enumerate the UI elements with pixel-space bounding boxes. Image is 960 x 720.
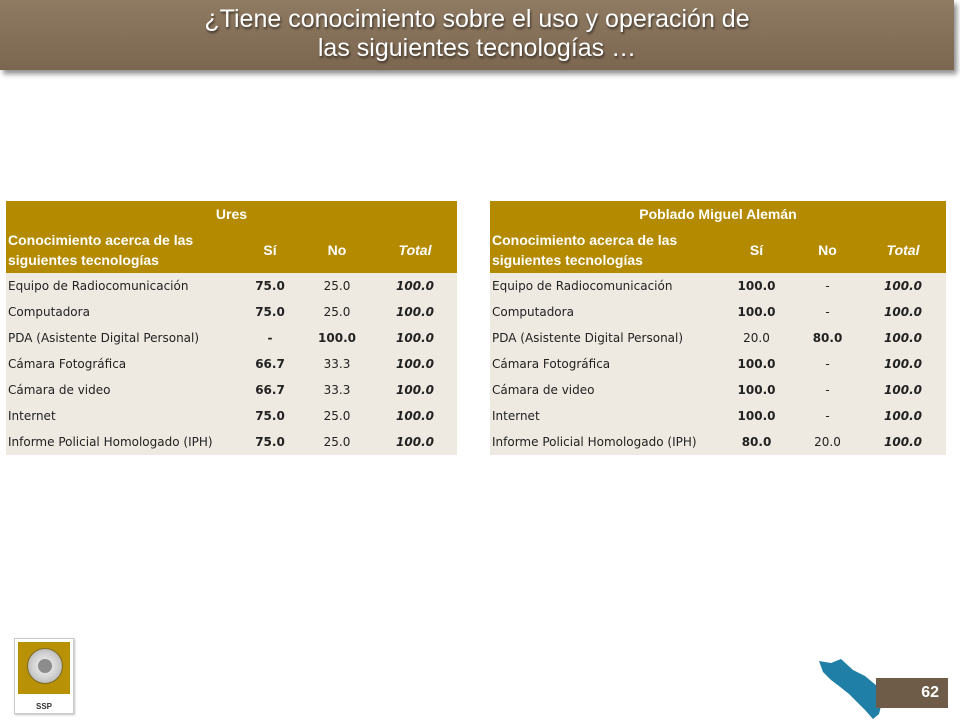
cell-total: 100.0: [860, 299, 946, 325]
table-row: Cámara de video 100.0 - 100.0: [490, 377, 946, 403]
table-row: Equipo de Radiocomunicación 75.0 25.0 10…: [6, 273, 457, 299]
cell-no: 20.0: [795, 429, 860, 455]
column-header-si: Sí: [239, 227, 301, 273]
cell-si: 100.0: [718, 377, 795, 403]
page-number-box: 62: [876, 678, 948, 708]
seal-icon: [27, 648, 63, 684]
cell-si: 80.0: [718, 429, 795, 455]
table-row: Cámara de video 66.7 33.3 100.0: [6, 377, 457, 403]
cell-si: 100.0: [718, 351, 795, 377]
table-row: Computadora 100.0 - 100.0: [490, 299, 946, 325]
table-row: Equipo de Radiocomunicación 100.0 - 100.…: [490, 273, 946, 299]
cell-no: -: [795, 299, 860, 325]
table-row: Internet 100.0 - 100.0: [490, 403, 946, 429]
table-row: PDA (Asistente Digital Personal) - 100.0…: [6, 325, 457, 351]
row-label: Internet: [490, 403, 718, 429]
cell-no: 25.0: [301, 273, 373, 299]
cell-total: 100.0: [860, 403, 946, 429]
row-label: Cámara Fotográfica: [490, 351, 718, 377]
table-group-title: Ures: [6, 201, 457, 227]
table-row: Informe Policial Homologado (IPH) 75.0 2…: [6, 429, 457, 455]
logo-gold-panel: [18, 642, 70, 694]
cell-si: 100.0: [718, 299, 795, 325]
logo-text: SSP: [35, 702, 52, 711]
row-label: PDA (Asistente Digital Personal): [6, 325, 239, 351]
row-label: Computadora: [6, 299, 239, 325]
cell-si: 20.0: [718, 325, 795, 351]
column-header-no: No: [301, 227, 373, 273]
page-number: 62: [921, 684, 939, 701]
column-header-si: Sí: [718, 227, 795, 273]
cell-total: 100.0: [860, 325, 946, 351]
row-label: Cámara de video: [490, 377, 718, 403]
cell-si: 75.0: [239, 299, 301, 325]
table-group-title: Poblado Miguel Alemán: [490, 201, 946, 227]
cell-no: 100.0: [301, 325, 373, 351]
cell-total: 100.0: [373, 325, 457, 351]
table-ures: Ures Conocimiento acerca de las siguient…: [6, 201, 457, 455]
row-label: Informe Policial Homologado (IPH): [6, 429, 239, 455]
cell-no: 33.3: [301, 351, 373, 377]
ssp-logo: SSP: [14, 638, 74, 714]
column-header-total: Total: [860, 227, 946, 273]
column-header-total: Total: [373, 227, 457, 273]
cell-no: 33.3: [301, 377, 373, 403]
column-header-concept: Conocimiento acerca de las siguientes te…: [6, 227, 239, 273]
cell-si: 75.0: [239, 403, 301, 429]
table-row: Cámara Fotográfica 66.7 33.3 100.0: [6, 351, 457, 377]
page-title-line-1: ¿Tiene conocimiento sobre el uso y opera…: [204, 5, 750, 33]
cell-no: 25.0: [301, 429, 373, 455]
row-label: Internet: [6, 403, 239, 429]
cell-si: 100.0: [718, 403, 795, 429]
table-row: Informe Policial Homologado (IPH) 80.0 2…: [490, 429, 946, 455]
cell-total: 100.0: [373, 299, 457, 325]
cell-no: -: [795, 377, 860, 403]
cell-si: 100.0: [718, 273, 795, 299]
column-header-no: No: [795, 227, 860, 273]
table-row: PDA (Asistente Digital Personal) 20.0 80…: [490, 325, 946, 351]
cell-no: 25.0: [301, 403, 373, 429]
table-row: Internet 75.0 25.0 100.0: [6, 403, 457, 429]
cell-no: -: [795, 351, 860, 377]
table-poblado-miguel-aleman: Poblado Miguel Alemán Conocimiento acerc…: [490, 201, 946, 455]
row-label: Cámara de video: [6, 377, 239, 403]
cell-total: 100.0: [373, 377, 457, 403]
cell-si: 75.0: [239, 429, 301, 455]
cell-total: 100.0: [860, 351, 946, 377]
row-label: Informe Policial Homologado (IPH): [490, 429, 718, 455]
seal-core: [38, 659, 52, 673]
cell-no: -: [795, 273, 860, 299]
cell-total: 100.0: [373, 351, 457, 377]
cell-si: -: [239, 325, 301, 351]
cell-si: 75.0: [239, 273, 301, 299]
cell-no: 25.0: [301, 299, 373, 325]
row-label: Computadora: [490, 299, 718, 325]
row-label: Equipo de Radiocomunicación: [6, 273, 239, 299]
row-label: PDA (Asistente Digital Personal): [490, 325, 718, 351]
cell-total: 100.0: [373, 429, 457, 455]
table-row: Computadora 75.0 25.0 100.0: [6, 299, 457, 325]
cell-total: 100.0: [860, 273, 946, 299]
page-title-line-2: las siguientes tecnologías …: [317, 34, 637, 62]
row-label: Cámara Fotográfica: [6, 351, 239, 377]
row-label: Equipo de Radiocomunicación: [490, 273, 718, 299]
column-header-concept: Conocimiento acerca de las siguientes te…: [490, 227, 718, 273]
table-row: Cámara Fotográfica 100.0 - 100.0: [490, 351, 946, 377]
state-map-icon: [819, 659, 883, 719]
cell-si: 66.7: [239, 351, 301, 377]
title-banner: ¿Tiene conocimiento sobre el uso y opera…: [0, 0, 954, 70]
cell-total: 100.0: [373, 403, 457, 429]
cell-si: 66.7: [239, 377, 301, 403]
cell-no: -: [795, 403, 860, 429]
cell-no: 80.0: [795, 325, 860, 351]
cell-total: 100.0: [860, 377, 946, 403]
cell-total: 100.0: [373, 273, 457, 299]
cell-total: 100.0: [860, 429, 946, 455]
